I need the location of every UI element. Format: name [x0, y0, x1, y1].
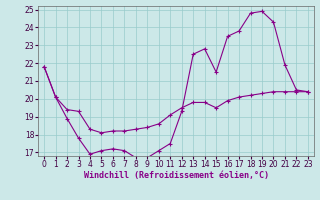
- X-axis label: Windchill (Refroidissement éolien,°C): Windchill (Refroidissement éolien,°C): [84, 171, 268, 180]
